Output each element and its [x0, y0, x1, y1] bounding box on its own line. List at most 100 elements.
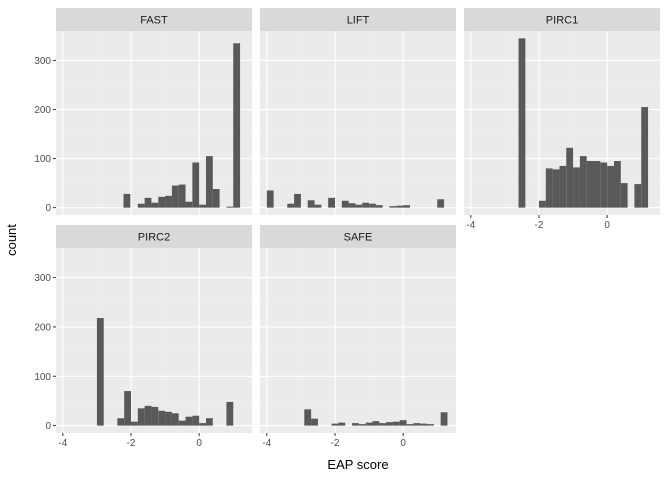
histogram-bar	[226, 206, 234, 208]
histogram-bar	[403, 205, 410, 208]
y-tick-label: 100	[34, 154, 51, 165]
y-tick-label: 200	[34, 105, 51, 116]
histogram-bar	[294, 193, 301, 208]
histogram-bar	[600, 162, 608, 208]
facet-strip-label: PIRC2	[138, 232, 170, 244]
y-tick-label: 300	[34, 273, 51, 284]
histogram-bar	[362, 202, 370, 208]
x-tick-label: 0	[604, 220, 610, 231]
histogram-bar	[607, 165, 614, 208]
histogram-bar	[137, 408, 145, 426]
histogram-bar	[392, 421, 400, 426]
histogram-bar	[144, 197, 152, 208]
facet-panel-lift: LIFT	[260, 8, 456, 215]
histogram-bar	[341, 200, 349, 208]
histogram-bar	[192, 415, 200, 426]
facet-panel-safe: SAFE -4 -2 0	[260, 225, 456, 449]
histogram-bar	[559, 165, 567, 208]
x-axis-title: EAP score	[327, 457, 388, 472]
x-tick-label: -2	[331, 438, 340, 449]
y-tick-label: 0	[45, 421, 51, 432]
histogram-bar	[117, 418, 125, 426]
y-tick-label: 300	[34, 56, 51, 67]
facet-panel-pirc1: PIRC1 -4 -2 0	[464, 8, 660, 231]
histogram-bar	[579, 156, 587, 208]
histogram-bar	[389, 206, 397, 208]
panel-background	[56, 31, 252, 215]
histogram-bar	[171, 185, 179, 208]
histogram-bar	[593, 161, 601, 208]
histogram-bar	[372, 421, 380, 426]
histogram-bar	[151, 406, 159, 426]
x-tick-label: -2	[535, 220, 544, 231]
histogram-bar	[399, 420, 407, 426]
histogram-bar	[158, 196, 166, 208]
histogram-bar	[545, 168, 553, 208]
histogram-bar	[165, 195, 172, 208]
histogram-bar	[440, 412, 448, 426]
histogram-bar	[427, 424, 434, 426]
facet-strip-label: FAST	[140, 15, 168, 27]
y-tick-label: 100	[34, 372, 51, 383]
facet-strip	[464, 8, 660, 31]
histogram-bar	[406, 424, 414, 426]
histogram-bar	[199, 423, 206, 426]
histogram-bar	[185, 201, 193, 208]
histogram-bar	[518, 38, 526, 208]
panel-background	[260, 248, 456, 433]
histogram-bar	[185, 416, 193, 426]
facet-strip-label: PIRC1	[546, 15, 578, 27]
histogram-bar	[158, 410, 166, 426]
x-tick-label: 0	[400, 438, 406, 449]
panel-background	[260, 31, 456, 215]
histogram-bar	[192, 162, 200, 208]
histogram-bar	[437, 199, 445, 208]
histogram-bar	[205, 156, 213, 208]
facet-strip	[260, 8, 456, 31]
histogram-bar	[304, 409, 312, 426]
facet-panel-fast: FAST 0 100 200 300	[34, 8, 252, 215]
histogram-bar	[130, 421, 138, 426]
histogram-bar	[338, 422, 346, 426]
histogram-bar	[331, 423, 339, 426]
histogram-bar	[233, 43, 241, 208]
panel-background	[56, 248, 252, 433]
histogram-bar	[586, 161, 594, 208]
histogram-bar	[307, 200, 315, 208]
x-tick-label: -4	[466, 220, 475, 231]
histogram-bar	[552, 169, 560, 208]
facet-strip-label: LIFT	[347, 15, 370, 27]
histogram-bar	[348, 203, 356, 208]
histogram-bar	[328, 197, 335, 208]
histogram-bar	[613, 161, 621, 208]
histogram-bar	[311, 418, 318, 426]
histogram-bar	[634, 184, 642, 208]
histogram-bar	[355, 204, 363, 208]
histogram-bar	[178, 184, 186, 208]
histogram-bar	[124, 391, 131, 426]
facet-strip	[56, 8, 252, 31]
x-tick-label: -4	[58, 438, 67, 449]
histogram-bar	[386, 422, 393, 426]
x-tick-label: 0	[196, 438, 202, 449]
histogram-bar	[566, 147, 574, 208]
facet-strip-label: SAFE	[344, 232, 373, 244]
histogram-bar	[538, 200, 546, 208]
histogram-bar	[352, 423, 359, 426]
histogram-bar	[266, 190, 274, 208]
histogram-bar	[365, 422, 373, 426]
x-tick-label: -4	[262, 438, 271, 449]
histogram-bar	[226, 401, 234, 426]
histogram-bar	[199, 204, 206, 208]
facet-strip	[260, 225, 456, 248]
histogram-bar	[178, 420, 186, 426]
y-tick-label: 0	[45, 203, 51, 214]
histogram-bar	[620, 183, 628, 208]
facet-strip	[56, 225, 252, 248]
histogram-bar	[358, 424, 366, 426]
histogram-bar	[165, 411, 172, 426]
x-tick-label: -2	[127, 438, 136, 449]
histogram-bar	[396, 205, 404, 208]
histogram-bar	[420, 423, 428, 426]
